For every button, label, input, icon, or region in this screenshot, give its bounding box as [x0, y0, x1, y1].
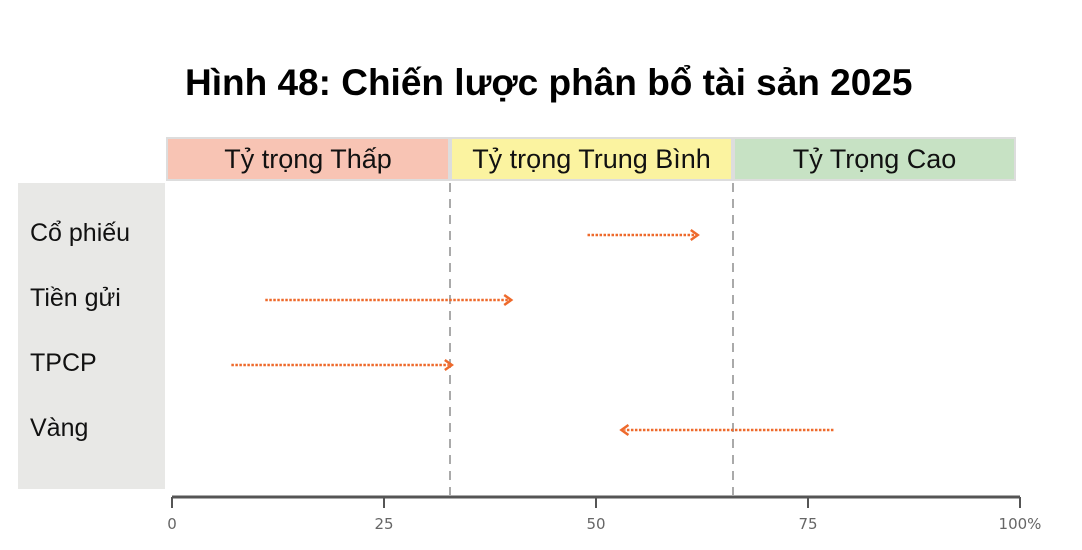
x-tick-label: 75 [798, 515, 817, 533]
category-label: Cổ phiếu [30, 219, 131, 247]
x-tick-label: 100% [999, 515, 1042, 533]
arrow-head [503, 293, 514, 307]
x-tick-label: 50 [586, 515, 605, 533]
category-label: Tiền gửi [30, 284, 121, 312]
arrow-head [444, 358, 454, 372]
zone-header: Tỷ Trọng Cao [733, 137, 1016, 181]
category-label: Vàng [30, 414, 89, 442]
x-tick-label: 0 [167, 515, 177, 533]
chart-title: Hình 48: Chiến lược phân bổ tài sản 2025 [185, 62, 913, 103]
zone-header: Tỷ trọng Trung Bình [450, 137, 733, 181]
zone-header: Tỷ trọng Thấp [166, 137, 450, 181]
arrow-head [619, 423, 630, 437]
x-tick-label: 25 [374, 515, 393, 533]
category-panel [18, 183, 165, 489]
arrow-head [690, 228, 700, 242]
category-label: TPCP [30, 349, 97, 377]
